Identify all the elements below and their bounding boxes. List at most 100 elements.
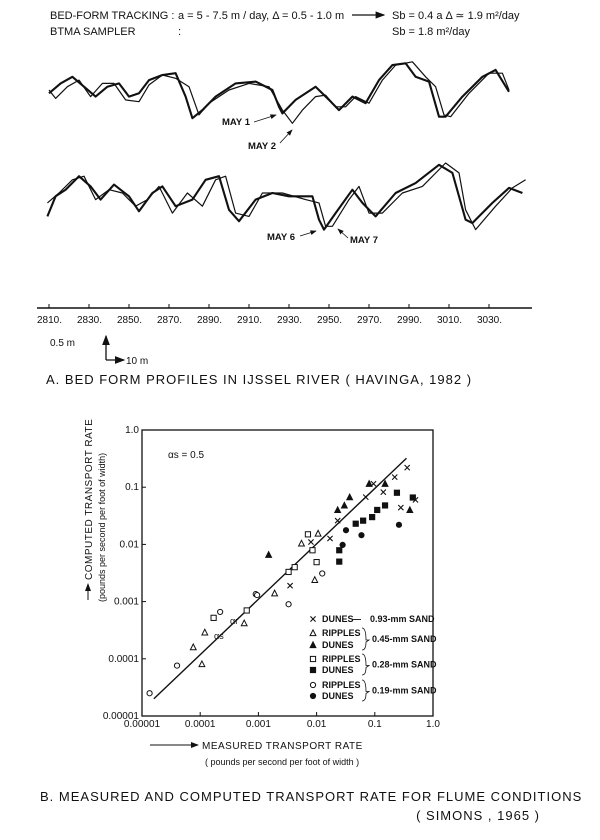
- station-tick-label: 2830.: [77, 315, 102, 326]
- y-axis-label: COMPUTED TRANSPORT RATE: [84, 419, 95, 580]
- legend-size: 0.93-mm SAND: [370, 614, 435, 624]
- y-axis-title: COMPUTED TRANSPORT RATE (pounds per seco…: [84, 419, 107, 602]
- scale-bar: 0.5 m 10 m: [50, 334, 148, 367]
- label-may2: MAY 2: [248, 141, 276, 152]
- data-point-x: [391, 474, 398, 481]
- profile-may-7: [47, 162, 526, 231]
- legend-size: 0.19-mm SAND: [372, 686, 437, 696]
- profile-may-6: [46, 163, 523, 231]
- x-tick-label: 0.1: [368, 719, 382, 730]
- x-mark-stroke: [391, 474, 398, 481]
- data-point-tri-open: [201, 628, 209, 636]
- data-point-tri-open: [297, 539, 306, 547]
- header-line1-label: BED-FORM TRACKING :: [50, 10, 174, 22]
- data-point-tri-filled: [264, 550, 273, 558]
- x-tick-label: 0.00001: [124, 719, 161, 730]
- data-point-tri-filled: [345, 492, 354, 501]
- data-point-circ-filled: [342, 527, 350, 534]
- label-may6-arrow: [299, 230, 317, 237]
- station-tick-label: 2950.: [317, 315, 342, 326]
- data-point-sq-open: [243, 607, 250, 614]
- point-label-alpha-r: αr: [230, 616, 238, 626]
- station-tick-label: 3030.: [477, 315, 502, 326]
- label-may7: MAY 7: [350, 235, 378, 246]
- data-point-tri-open: [270, 589, 279, 597]
- header: BED-FORM TRACKING : a = 5 - 7.5 m / day,…: [50, 10, 520, 38]
- data-point-circ-open: [217, 608, 224, 616]
- x-tick-label: 0.01: [307, 719, 327, 730]
- caption-a: A. BED FORM PROFILES IN IJSSEL RIVER ( H…: [46, 372, 472, 387]
- profile-may-1: [48, 62, 510, 120]
- data-point-sq-filled: [336, 547, 343, 554]
- station-tick-label: 2930.: [277, 315, 302, 326]
- legend-marker-x: [310, 616, 316, 622]
- x-mark-stroke: [307, 539, 314, 546]
- x-mark-stroke: [334, 517, 341, 524]
- data-point-x: [404, 464, 411, 471]
- data-point-sq-open: [313, 559, 320, 566]
- x-axis-label: MEASURED TRANSPORT RATE: [202, 741, 363, 752]
- legend-marker-tri-filled: [309, 640, 317, 649]
- y-tick-label: 0.1: [125, 482, 139, 493]
- label-may2-arrow: [279, 129, 293, 144]
- legend-brace: [361, 627, 371, 651]
- data-point-x: [334, 517, 341, 524]
- station-tick-label: 2870.: [157, 315, 182, 326]
- y-axis-units: (pounds per second per foot of width): [97, 453, 107, 602]
- plot-frame: [141, 429, 434, 717]
- data-point-circ-filled: [358, 532, 365, 539]
- legend-label: DUNES: [322, 614, 354, 624]
- x-mark-stroke: [380, 489, 387, 496]
- data-point-sq-filled: [369, 514, 376, 521]
- data-point-tri-open: [311, 575, 319, 583]
- x-mark-stroke: [310, 616, 316, 622]
- data-point-sq-filled: [374, 506, 381, 514]
- y-tick-label: 0.01: [120, 539, 140, 550]
- fit-line: [153, 457, 407, 700]
- data-point-sq-open: [210, 614, 217, 621]
- legend-brace: [361, 653, 371, 676]
- legend-label: DUNES: [322, 691, 354, 701]
- data-point-sq-open: [285, 568, 292, 576]
- x-tick-label: 0.001: [246, 719, 271, 730]
- station-tick-label: 2970.: [357, 315, 382, 326]
- legend-label: DUNES: [322, 640, 354, 650]
- y-tick-label: 1.0: [125, 425, 139, 436]
- legend-label: RIPPLES: [322, 628, 361, 638]
- alpha-annotation: αs = 0.5: [168, 450, 205, 461]
- label-may1: MAY 1: [222, 117, 251, 128]
- x-tick-label: 0.0001: [185, 719, 216, 730]
- data-point-sq-filled: [409, 494, 416, 501]
- caption-b: B. MEASURED AND COMPUTED TRANSPORT RATE …: [40, 789, 582, 804]
- data-point-x: [327, 535, 334, 542]
- station-tick-label: 2850.: [117, 315, 142, 326]
- station-tick-label: 3010.: [437, 315, 462, 326]
- caption-b-source: ( SIMONS , 1965 ): [416, 808, 540, 823]
- data-point-x: [287, 582, 294, 589]
- header-line2-label: BTMA SAMPLER: [50, 26, 136, 38]
- legend-marker-sq-open: [309, 655, 317, 663]
- y-tick-label: 0.00001: [103, 711, 140, 722]
- station-tick-label: 2890.: [197, 315, 222, 326]
- x-mark-stroke: [397, 504, 404, 511]
- profile-may-2: [48, 61, 510, 124]
- data-point-circ-open: [319, 570, 326, 577]
- data-point-tri-open: [314, 529, 322, 537]
- data-point-circ-open: [254, 591, 261, 599]
- data-point-sq-filled: [393, 489, 401, 496]
- data-point-circ-open: [285, 601, 292, 608]
- data-point-x: [362, 494, 369, 501]
- data-point-x: [307, 539, 314, 546]
- data-point-tri-filled: [333, 505, 342, 514]
- x-mark-stroke: [404, 464, 411, 471]
- scale-horizontal-label: 10 m: [126, 356, 148, 367]
- legend-label: RIPPLES: [322, 680, 361, 690]
- x-tick-label: 1.0: [426, 719, 440, 730]
- legend-size: 0.45-mm SAND: [372, 634, 437, 644]
- data-point-x: [380, 489, 387, 496]
- data-point-sq-filled: [352, 520, 359, 527]
- legend-marker-circ-open: [309, 681, 317, 689]
